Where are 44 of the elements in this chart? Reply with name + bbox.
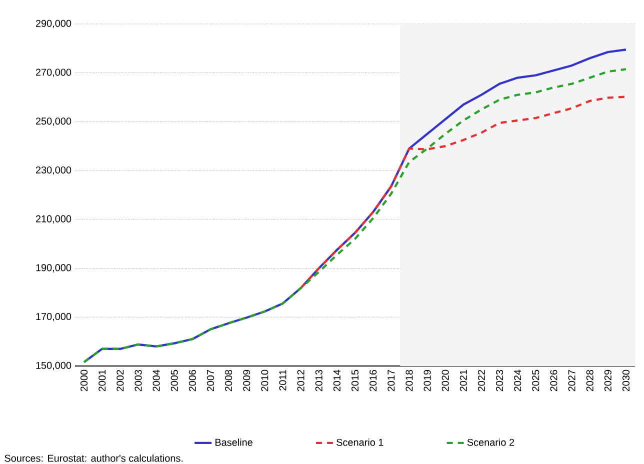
x-tick-label: 2013 xyxy=(315,370,322,392)
x-tick-label: 2030 xyxy=(622,370,630,392)
x-tick-label: 2016 xyxy=(370,370,377,392)
x-tick-label: 2029 xyxy=(604,370,612,392)
x-tick-label: 2019 xyxy=(424,370,431,392)
line-series xyxy=(300,96,628,290)
legend-label: Scenario 1 xyxy=(336,438,384,446)
y-tick-label: 170,000 xyxy=(36,313,72,322)
legend-label: Scenario 2 xyxy=(467,438,514,446)
x-tick-label: 2005 xyxy=(170,370,178,392)
y-tick-label: 270,000 xyxy=(36,68,72,77)
x-tick-label: 2004 xyxy=(152,370,160,392)
x-tick-label: 2000 xyxy=(80,370,88,392)
x-tick-label: 2027 xyxy=(568,370,576,392)
x-tick-label: 2022 xyxy=(478,370,485,392)
x-tick-label: 2025 xyxy=(532,370,540,392)
x-tick-label: 2028 xyxy=(586,370,594,392)
source-note: Sources: Eurostat: author's calculations. xyxy=(4,454,183,462)
x-tick-label: 2024 xyxy=(514,370,522,392)
x-tick-label: 2011 xyxy=(279,370,286,390)
x-tick-label: 2017 xyxy=(388,370,395,392)
y-tick-label: 210,000 xyxy=(36,215,72,224)
y-tick-label: 290,000 xyxy=(36,20,72,28)
x-tick-label: 2012 xyxy=(297,370,304,392)
x-tick-label: 2021 xyxy=(460,370,467,392)
x-tick-label: 2009 xyxy=(243,370,250,392)
x-tick-label: 2003 xyxy=(134,370,142,392)
y-tick-label: 150,000 xyxy=(36,362,72,370)
x-tick-label: 2015 xyxy=(351,370,359,392)
x-tick-label: 2014 xyxy=(333,370,340,392)
x-tick-label: 2008 xyxy=(225,370,232,392)
x-tick-label: 2020 xyxy=(442,370,449,392)
x-tick-label: 2010 xyxy=(261,370,268,392)
y-tick-label: 230,000 xyxy=(36,166,72,175)
x-tick-label: 2018 xyxy=(406,370,413,392)
x-tick-label: 2023 xyxy=(496,370,504,392)
x-tick-label: 2001 xyxy=(98,370,106,392)
x-tick-label: 2006 xyxy=(188,370,196,392)
x-tick-label: 2007 xyxy=(206,370,214,392)
y-tick-label: 250,000 xyxy=(36,118,72,126)
x-tick-label: 2026 xyxy=(550,370,558,392)
legend-label: Baseline xyxy=(215,438,252,446)
x-tick-label: 2002 xyxy=(116,370,124,392)
y-tick-label: 190,000 xyxy=(36,264,72,272)
